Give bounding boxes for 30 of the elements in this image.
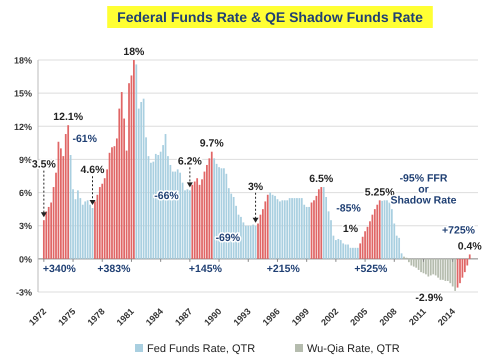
y-tick-label: 18% <box>14 56 32 66</box>
annotation: 4.6% <box>80 164 106 176</box>
annotation: 6.2% <box>178 155 202 168</box>
annotation: +340% <box>42 263 77 276</box>
y-tick-label: 12% <box>14 122 32 132</box>
annotation: 12.1% <box>53 111 84 124</box>
y-tick-label: 3% <box>18 221 32 232</box>
y-tick-label: 0% <box>18 254 32 264</box>
annotation: 3% <box>248 180 264 193</box>
annotation: -61% <box>72 132 98 145</box>
y-tick-label: 15% <box>14 88 32 99</box>
y-tick-label: 6% <box>18 188 32 198</box>
annotation: 1% <box>342 222 359 235</box>
annotation: +525% <box>354 263 388 276</box>
annotation: +725% <box>442 224 476 236</box>
annotation: +215% <box>266 263 300 276</box>
annotation: 9.7% <box>200 138 224 150</box>
annotation: 0.4% <box>458 240 482 252</box>
annotation: +145% <box>188 263 223 276</box>
chart-title: Federal Funds Rate & QE Shadow Funds Rate <box>117 9 424 25</box>
y-tick-label: 9% <box>18 154 32 165</box>
annotation: 6.5% <box>309 173 334 186</box>
annotation: -2.9% <box>415 292 444 304</box>
annotation: 3.5% <box>32 158 56 171</box>
legend-entry: Wu-Qia Rate, QTR <box>295 343 400 355</box>
annotation: -85% <box>336 202 362 214</box>
y-tick-label: -3% <box>16 288 32 298</box>
annotation: +383% <box>97 263 132 276</box>
legend-entry: Fed Funds Rate, QTR <box>135 343 256 355</box>
annotation: 18% <box>123 46 146 58</box>
